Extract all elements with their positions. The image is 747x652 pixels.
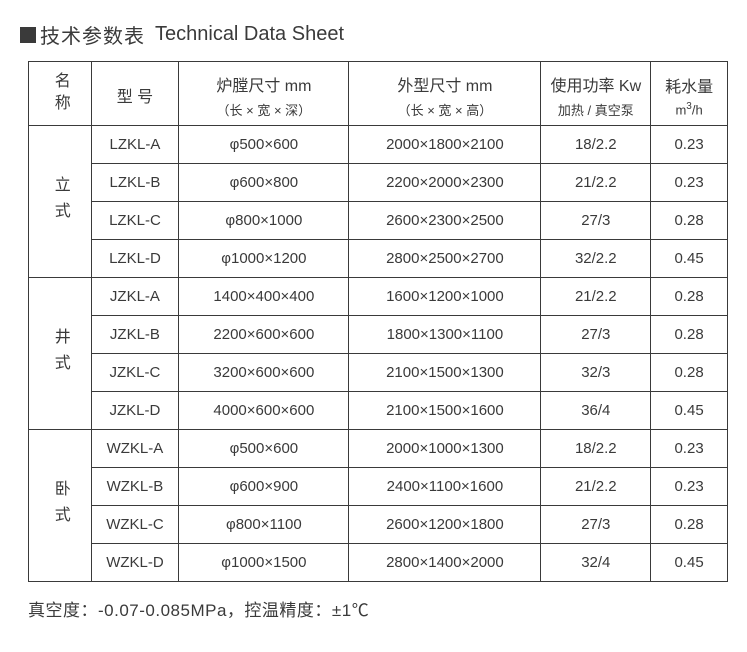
hdr-name: 名称 <box>29 62 92 126</box>
table-row: 卧式WZKL-Aφ500×6002000×1000×130018/2.20.23 <box>29 430 728 468</box>
model-cell: JZKL-D <box>91 392 179 430</box>
model-cell: LZKL-D <box>91 240 179 278</box>
table-row: JZKL-B2200×600×6001800×1300×110027/30.28 <box>29 316 728 354</box>
outer-cell: 2000×1000×1300 <box>349 430 541 468</box>
chamber-cell: φ500×600 <box>179 430 349 468</box>
model-cell: JZKL-C <box>91 354 179 392</box>
model-cell: JZKL-B <box>91 316 179 354</box>
hdr-chamber: 炉膛尺寸 mm （长 × 宽 × 深） <box>179 62 349 126</box>
water-cell: 0.28 <box>651 354 728 392</box>
water-cell: 0.28 <box>651 202 728 240</box>
power-cell: 18/2.2 <box>541 430 651 468</box>
model-cell: WZKL-A <box>91 430 179 468</box>
table-row: WZKL-Cφ800×11002600×1200×180027/30.28 <box>29 506 728 544</box>
chamber-cell: φ500×600 <box>179 126 349 164</box>
hdr-chamber-sub: （长 × 宽 × 深） <box>183 98 344 119</box>
water-cell: 0.28 <box>651 316 728 354</box>
chamber-cell: 3200×600×600 <box>179 354 349 392</box>
power-cell: 36/4 <box>541 392 651 430</box>
outer-cell: 1600×1200×1000 <box>349 278 541 316</box>
water-cell: 0.23 <box>651 468 728 506</box>
chamber-cell: φ1000×1200 <box>179 240 349 278</box>
category-label: 卧式 <box>29 430 92 582</box>
hdr-power-sub: 加热 / 真空泵 <box>545 98 646 119</box>
chamber-cell: φ1000×1500 <box>179 544 349 582</box>
chamber-cell: 1400×400×400 <box>179 278 349 316</box>
hdr-outer-sub: （长 × 宽 × 高） <box>353 98 536 119</box>
chamber-cell: φ600×800 <box>179 164 349 202</box>
title-en: Technical Data Sheet <box>155 23 344 46</box>
table-row: 井式JZKL-A1400×400×4001600×1200×100021/2.2… <box>29 278 728 316</box>
model-cell: LZKL-A <box>91 126 179 164</box>
spec-table: 名称 型 号 炉膛尺寸 mm （长 × 宽 × 深） 外型尺寸 mm （长 × … <box>28 61 728 582</box>
model-cell: LZKL-C <box>91 202 179 240</box>
model-cell: WZKL-B <box>91 468 179 506</box>
category-label: 立式 <box>29 126 92 278</box>
power-cell: 27/3 <box>541 202 651 240</box>
hdr-water-main: 耗水量 <box>655 69 723 99</box>
outer-cell: 2100×1500×1300 <box>349 354 541 392</box>
power-cell: 32/2.2 <box>541 240 651 278</box>
model-cell: WZKL-C <box>91 506 179 544</box>
water-cell: 0.23 <box>651 164 728 202</box>
table-row: JZKL-C3200×600×6002100×1500×130032/30.28 <box>29 354 728 392</box>
outer-cell: 2600×1200×1800 <box>349 506 541 544</box>
water-cell: 0.45 <box>651 392 728 430</box>
power-cell: 27/3 <box>541 506 651 544</box>
water-cell: 0.23 <box>651 430 728 468</box>
power-cell: 18/2.2 <box>541 126 651 164</box>
chamber-cell: φ800×1100 <box>179 506 349 544</box>
outer-cell: 2800×1400×2000 <box>349 544 541 582</box>
chamber-cell: 4000×600×600 <box>179 392 349 430</box>
power-cell: 21/2.2 <box>541 278 651 316</box>
table-row: WZKL-Bφ600×9002400×1100×160021/2.20.23 <box>29 468 728 506</box>
table-row: LZKL-Bφ600×8002200×2000×230021/2.20.23 <box>29 164 728 202</box>
outer-cell: 2000×1800×2100 <box>349 126 541 164</box>
model-cell: JZKL-A <box>91 278 179 316</box>
hdr-water-sub: m3/h <box>655 99 723 117</box>
chamber-cell: φ600×900 <box>179 468 349 506</box>
power-cell: 21/2.2 <box>541 468 651 506</box>
title-cn: 技术参数表 <box>40 20 145 49</box>
table-row: WZKL-Dφ1000×15002800×1400×200032/40.45 <box>29 544 728 582</box>
power-cell: 32/3 <box>541 354 651 392</box>
hdr-water: 耗水量 m3/h <box>651 62 728 126</box>
model-cell: LZKL-B <box>91 164 179 202</box>
footer-note: 真空度：-0.07-0.085MPa，控温精度：±1℃ <box>28 596 727 621</box>
chamber-cell: φ800×1000 <box>179 202 349 240</box>
hdr-power-main: 使用功率 Kw <box>545 68 646 98</box>
table-row: JZKL-D4000×600×6002100×1500×160036/40.45 <box>29 392 728 430</box>
table-row: LZKL-Cφ800×10002600×2300×250027/30.28 <box>29 202 728 240</box>
power-cell: 32/4 <box>541 544 651 582</box>
model-cell: WZKL-D <box>91 544 179 582</box>
hdr-model: 型 号 <box>91 62 179 126</box>
water-cell: 0.23 <box>651 126 728 164</box>
water-cell: 0.45 <box>651 240 728 278</box>
title-square-icon <box>20 27 36 43</box>
water-cell: 0.28 <box>651 278 728 316</box>
outer-cell: 1800×1300×1100 <box>349 316 541 354</box>
outer-cell: 2600×2300×2500 <box>349 202 541 240</box>
outer-cell: 2200×2000×2300 <box>349 164 541 202</box>
sheet-title: 技术参数表 Technical Data Sheet <box>20 20 727 49</box>
chamber-cell: 2200×600×600 <box>179 316 349 354</box>
outer-cell: 2100×1500×1600 <box>349 392 541 430</box>
water-cell: 0.45 <box>651 544 728 582</box>
hdr-chamber-main: 炉膛尺寸 mm <box>183 68 344 98</box>
outer-cell: 2800×2500×2700 <box>349 240 541 278</box>
hdr-outer: 外型尺寸 mm （长 × 宽 × 高） <box>349 62 541 126</box>
power-cell: 27/3 <box>541 316 651 354</box>
water-cell: 0.28 <box>651 506 728 544</box>
table-row: LZKL-Dφ1000×12002800×2500×270032/2.20.45 <box>29 240 728 278</box>
table-row: 立式LZKL-Aφ500×6002000×1800×210018/2.20.23 <box>29 126 728 164</box>
power-cell: 21/2.2 <box>541 164 651 202</box>
hdr-power: 使用功率 Kw 加热 / 真空泵 <box>541 62 651 126</box>
hdr-outer-main: 外型尺寸 mm <box>353 68 536 98</box>
category-label: 井式 <box>29 278 92 430</box>
table-header-row: 名称 型 号 炉膛尺寸 mm （长 × 宽 × 深） 外型尺寸 mm （长 × … <box>29 62 728 126</box>
outer-cell: 2400×1100×1600 <box>349 468 541 506</box>
